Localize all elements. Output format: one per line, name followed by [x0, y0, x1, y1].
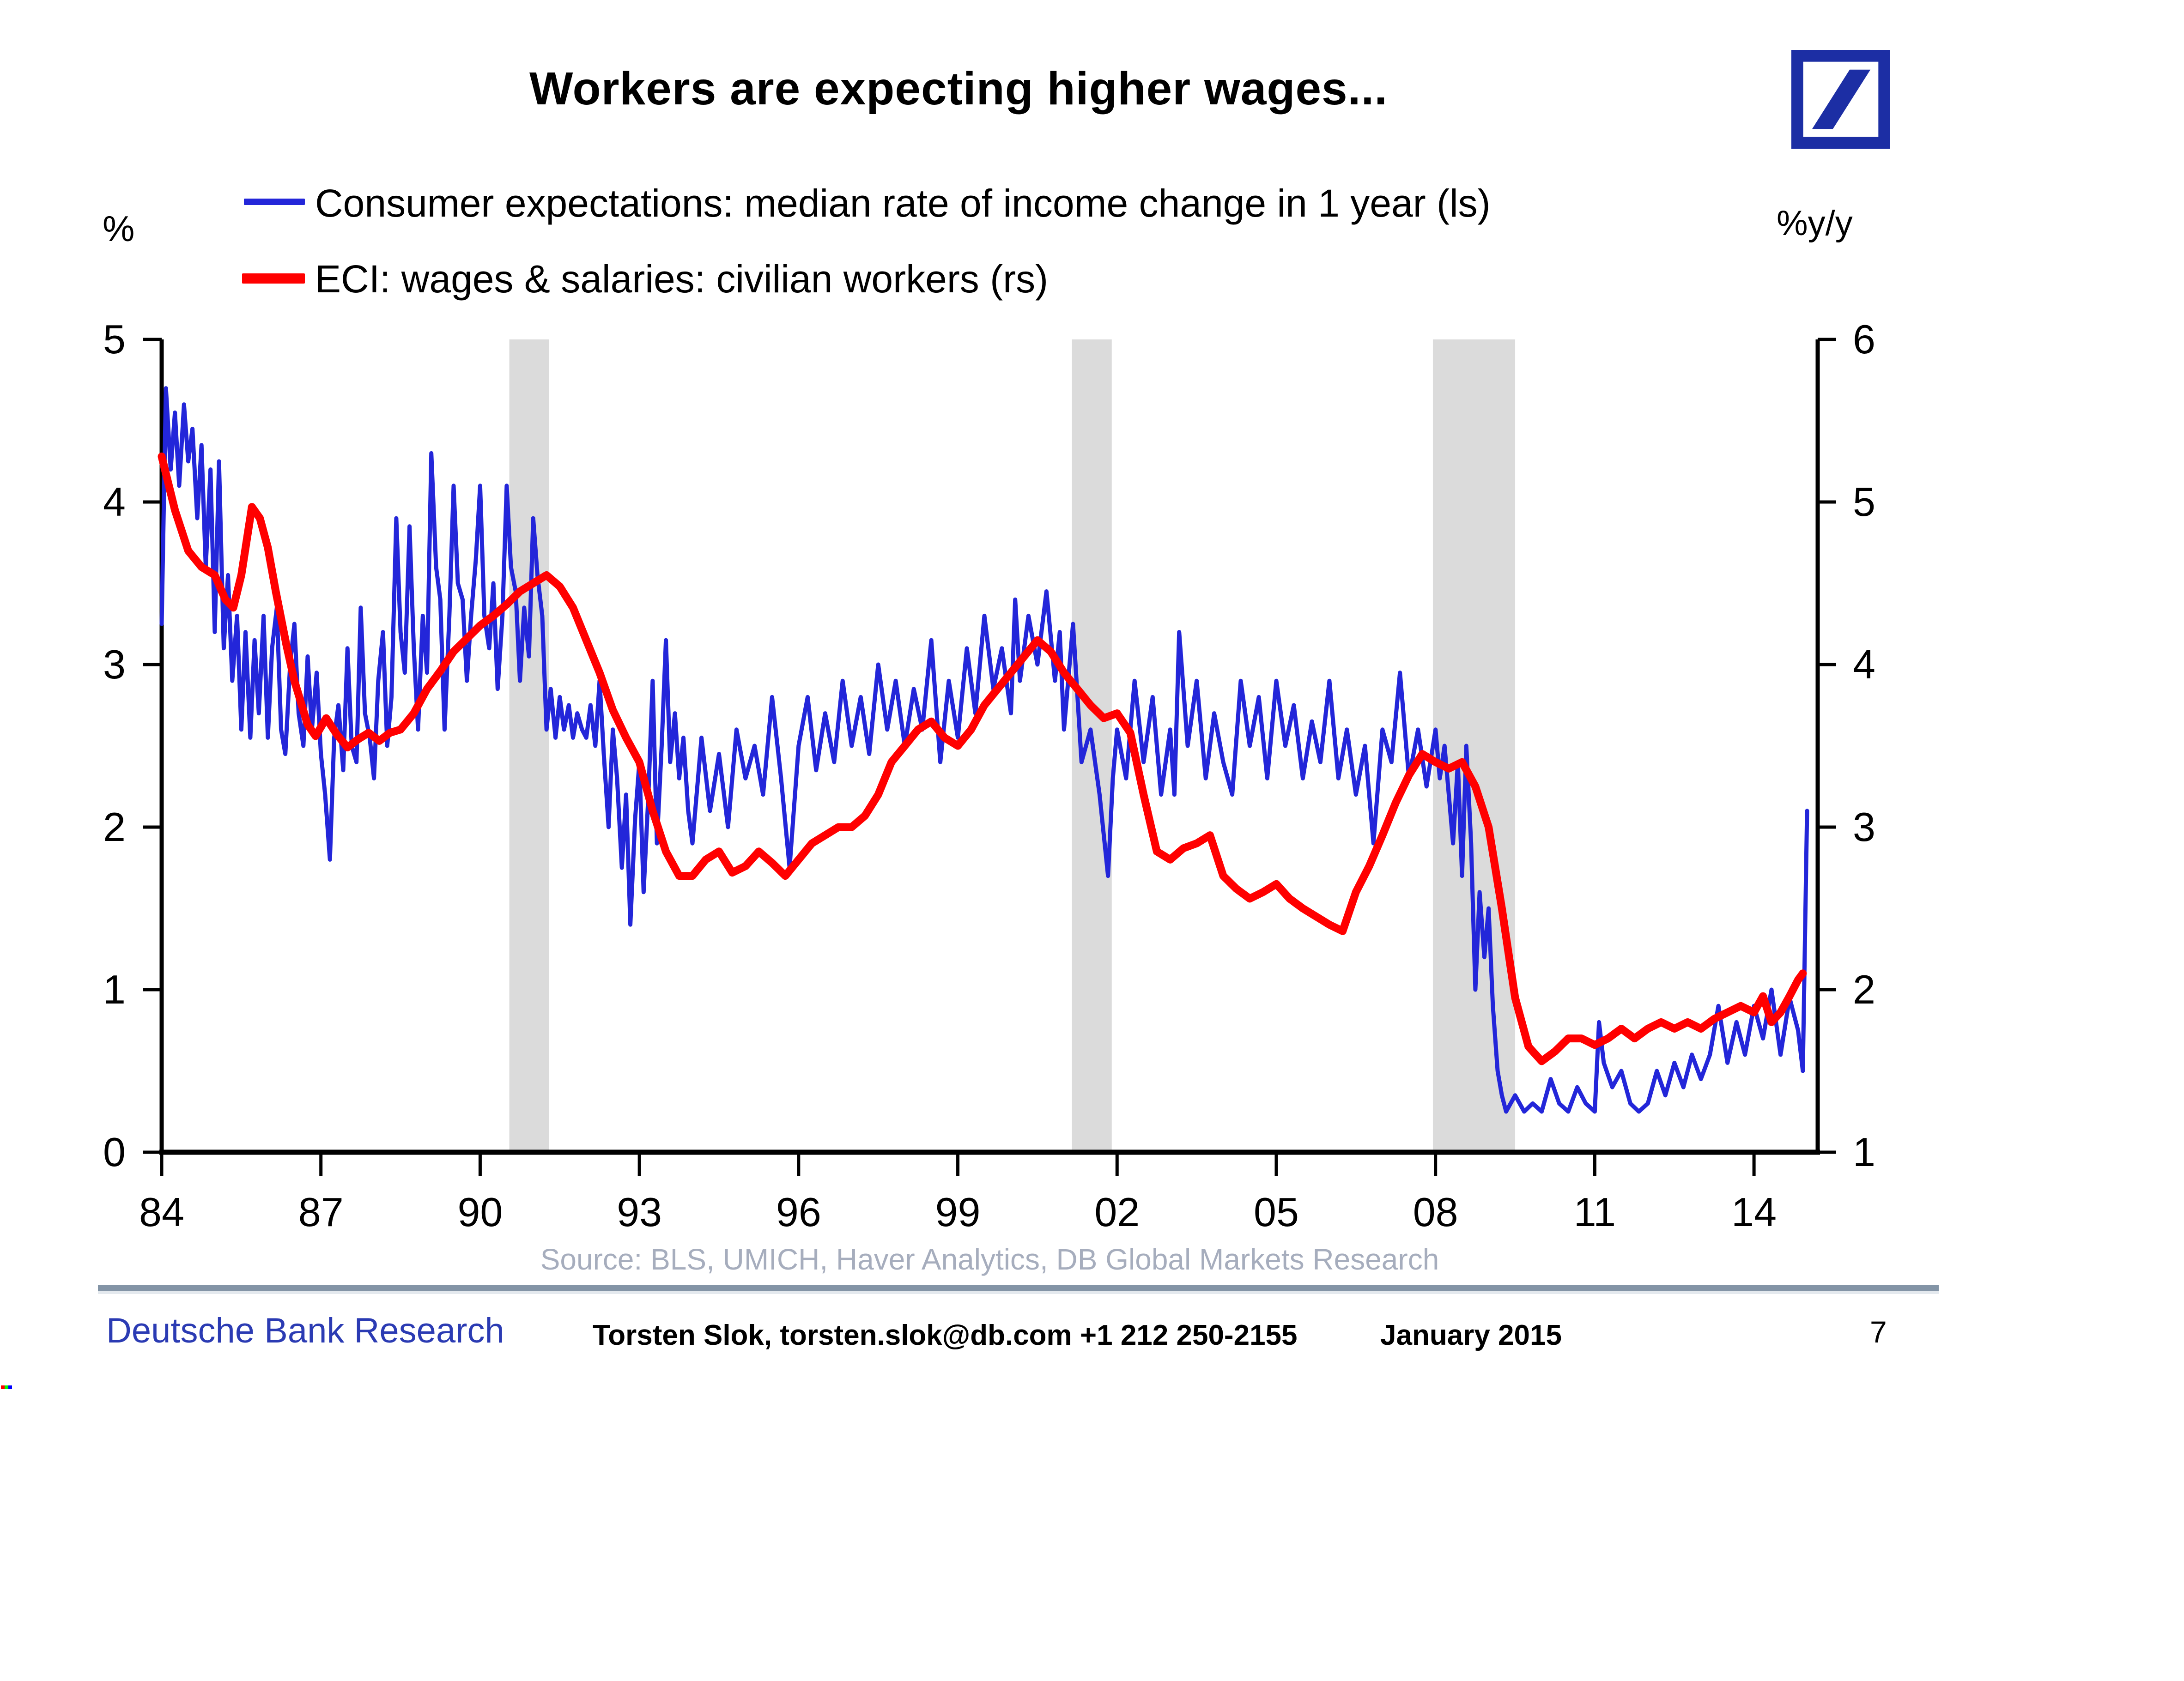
page-number: 7: [1870, 1315, 1887, 1349]
legend-label-eci: ECI: wages & salaries: civilian workers …: [315, 257, 1049, 301]
left-axis-tick-label: 1: [103, 967, 126, 1012]
x-axis-tick-label: 05: [1254, 1189, 1299, 1235]
left-axis-tick-label: 5: [103, 316, 126, 362]
right-axis-tick-label: 5: [1853, 479, 1875, 525]
red-artifact-square: [1, 1385, 5, 1389]
recession-band: [509, 339, 549, 1152]
x-axis-tick-label: 93: [617, 1189, 662, 1235]
deutsche-bank-logo-icon: [1791, 49, 1890, 149]
consumer-expectations-line: [159, 386, 1809, 1114]
x-axis-tick-label: 96: [776, 1189, 821, 1235]
left-axis-unit-label: %: [103, 208, 135, 249]
right-axis-unit-label: %y/y: [1777, 204, 1853, 243]
left-axis-tick-label: 3: [103, 641, 126, 687]
x-axis-tick-label: 84: [139, 1189, 184, 1235]
x-axis-tick-label: 02: [1094, 1189, 1140, 1235]
green-artifact-square: [5, 1385, 8, 1389]
right-axis-tick-label: 2: [1853, 967, 1875, 1012]
legend-marker-consumer-expectations: [244, 199, 305, 205]
report-date: January 2015: [1380, 1319, 1562, 1351]
x-axis-tick-label: 90: [457, 1189, 503, 1235]
right-axis-tick-label: 4: [1853, 641, 1875, 687]
author-contact: Torsten Slok, torsten.slok@db.com +1 212…: [593, 1319, 1298, 1351]
page-title: Workers are expecting higher wages...: [529, 63, 1388, 115]
brand-wordmark: Deutsche Bank Research: [106, 1311, 504, 1350]
left-axis-tick-label: 4: [103, 479, 126, 525]
blue-artifact-square: [8, 1385, 12, 1389]
right-axis-tick-label: 6: [1853, 316, 1875, 362]
legend-marker-eci: [242, 273, 305, 284]
x-axis-tick-label: 87: [298, 1189, 344, 1235]
right-axis-tick-label: 3: [1853, 804, 1875, 850]
legend-label-consumer-expectations: Consumer expectations: median rate of in…: [315, 181, 1491, 225]
source-note: Source: BLS, UMICH, Haver Analytics, DB …: [540, 1243, 1439, 1276]
x-axis-tick-label: 99: [935, 1189, 981, 1235]
x-axis-tick-label: 11: [1574, 1189, 1616, 1235]
eci-line: [158, 452, 1807, 1065]
separator-line-light: [98, 1291, 1939, 1294]
separator-line: [98, 1285, 1939, 1291]
left-axis-tick-label: 2: [103, 804, 126, 850]
x-axis-tick-label: 08: [1413, 1189, 1458, 1235]
rgb-artifact-marks: [1, 1385, 12, 1389]
right-axis-tick-label: 1: [1853, 1129, 1875, 1175]
x-axis-tick-label: 14: [1731, 1189, 1777, 1235]
left-axis-tick-label: 0: [103, 1129, 126, 1175]
